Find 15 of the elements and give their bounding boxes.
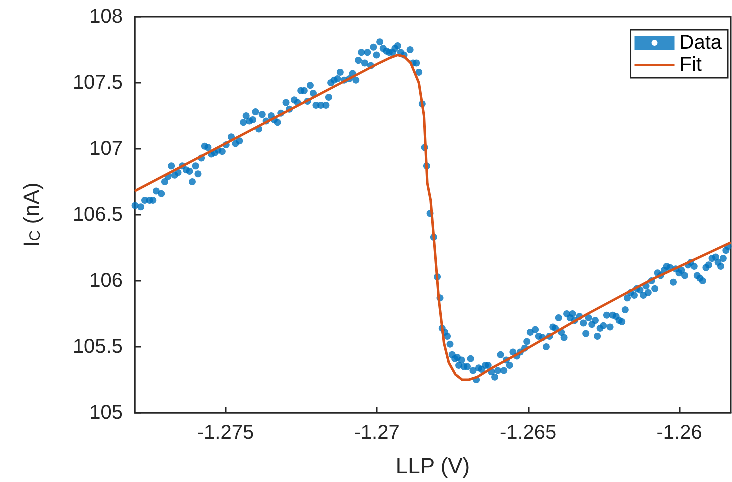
legend-label: Fit	[680, 54, 702, 76]
y-tick-label: 107	[90, 138, 123, 160]
y-axis-title: IC (nA)	[19, 182, 44, 248]
x-axis-title: LLP (V)	[396, 454, 470, 478]
y-tick-label: 105	[90, 402, 123, 424]
x-tick-label: -1.26	[656, 422, 702, 444]
y-tick-label: 107.5	[72, 72, 123, 94]
y-tick-label: 105.5	[72, 336, 123, 358]
x-tick-label: -1.275	[197, 422, 254, 444]
y-tick-label: 106	[90, 270, 123, 292]
y-tick-label: 106.5	[72, 204, 123, 226]
y-tick-label: 108	[90, 6, 123, 28]
x-tick-label: -1.265	[500, 422, 557, 444]
legend-label: Data	[680, 32, 723, 54]
x-tick-label: -1.27	[354, 422, 400, 444]
